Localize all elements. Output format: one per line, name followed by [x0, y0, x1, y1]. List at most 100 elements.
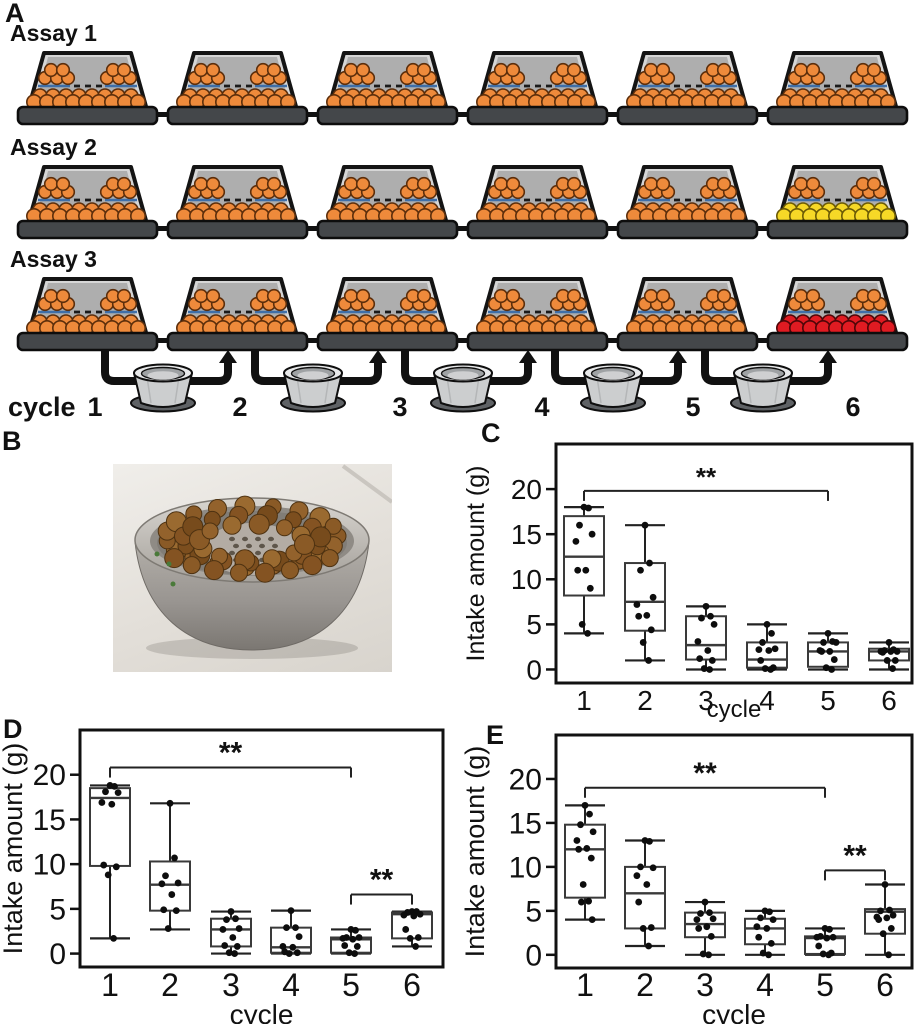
tray-connector-dash — [456, 112, 469, 117]
significance-stars: ** — [843, 839, 867, 872]
data-point — [823, 934, 831, 942]
data-point — [98, 799, 106, 806]
data-point — [158, 880, 166, 888]
data-point — [171, 854, 178, 862]
x-tick-label: 1 — [576, 685, 592, 716]
data-point — [574, 566, 582, 574]
box-group — [807, 629, 849, 673]
tray-connector-dash — [606, 226, 619, 231]
data-point — [767, 939, 775, 947]
cycle-number-6: 6 — [845, 392, 861, 422]
data-point — [104, 871, 112, 879]
top-pellets — [337, 288, 438, 312]
data-point — [889, 665, 896, 672]
data-point — [406, 934, 414, 942]
data-point — [696, 655, 704, 663]
bottom-pellets — [776, 88, 897, 110]
x-tick-label: 5 — [816, 967, 834, 1003]
data-point — [108, 800, 116, 808]
data-point — [576, 521, 583, 529]
x-tick-label: 4 — [282, 967, 300, 1003]
data-point — [289, 943, 297, 951]
data-point — [279, 943, 287, 950]
data-point — [585, 504, 592, 512]
food-bowl-icon — [280, 363, 346, 413]
tray-connector-dash — [156, 112, 169, 117]
box-group — [624, 837, 666, 950]
food-tray — [766, 165, 909, 240]
data-point — [402, 926, 410, 933]
data-point — [893, 648, 901, 655]
assay-3-label: Assay 3 — [10, 246, 97, 272]
data-point — [410, 912, 418, 920]
data-point — [889, 911, 897, 919]
data-point — [699, 950, 707, 958]
bottom-pellets — [626, 202, 747, 224]
top-pellets — [187, 62, 288, 86]
data-point — [881, 881, 889, 888]
data-point — [578, 620, 586, 628]
food-bowl-icon — [130, 363, 196, 413]
data-point — [709, 915, 717, 923]
data-point — [577, 821, 584, 829]
data-point — [706, 909, 713, 917]
data-point — [877, 907, 884, 915]
box-group — [624, 521, 666, 664]
data-point — [233, 943, 241, 950]
data-point — [757, 657, 765, 664]
data-point — [351, 950, 358, 957]
x-tick-label: 3 — [222, 967, 240, 1003]
panel-b-label: B — [2, 426, 22, 456]
top-pellets — [487, 62, 588, 86]
data-point — [886, 906, 893, 914]
significance-stars: ** — [370, 864, 394, 897]
food-tray — [166, 51, 309, 126]
food-tray — [616, 165, 759, 240]
tray-connector-dash — [606, 112, 619, 117]
data-point — [589, 828, 597, 836]
box-group — [804, 925, 846, 959]
box-group — [563, 503, 605, 637]
data-point — [160, 906, 168, 914]
data-point — [704, 647, 712, 654]
data-point — [578, 898, 585, 906]
data-point — [287, 907, 295, 915]
data-point — [708, 657, 716, 664]
data-point — [174, 879, 182, 887]
x-tick-label: 2 — [637, 685, 653, 716]
data-point — [818, 648, 826, 655]
kibble — [154, 495, 347, 587]
data-point — [771, 645, 779, 653]
data-point — [221, 942, 229, 949]
data-point — [293, 949, 301, 957]
data-point — [102, 788, 109, 796]
bottom-pellets — [26, 88, 147, 110]
data-point — [641, 521, 649, 529]
data-point — [223, 916, 230, 923]
tray-connector-dash — [756, 338, 769, 343]
data-point — [172, 907, 180, 915]
data-point — [826, 648, 834, 655]
data-point — [879, 648, 887, 656]
x-tick-label: 3 — [698, 685, 714, 716]
data-point — [697, 910, 704, 917]
cycle-label: cycle — [8, 392, 76, 422]
food-tray — [316, 277, 459, 352]
data-point — [825, 951, 832, 959]
significance-bracket: ** — [824, 839, 886, 881]
bottom-pellets — [326, 314, 447, 336]
y-axis-label: Intake amount (g) — [462, 466, 490, 662]
y-tick-label: 15 — [511, 519, 542, 550]
panel-d-label: D — [3, 714, 23, 744]
food-tray — [16, 165, 159, 240]
y-tick-label: 5 — [526, 609, 542, 640]
data-point — [643, 611, 651, 619]
panel-e-label: E — [486, 720, 505, 750]
food-tray — [466, 51, 609, 126]
x-tick-label: 4 — [759, 685, 775, 716]
x-tick-label: 5 — [342, 967, 360, 1003]
food-tray — [166, 277, 309, 352]
y-tick-label: 20 — [33, 759, 66, 792]
food-bowl-icon — [430, 363, 496, 413]
x-axis-label: cycle — [702, 999, 766, 1024]
